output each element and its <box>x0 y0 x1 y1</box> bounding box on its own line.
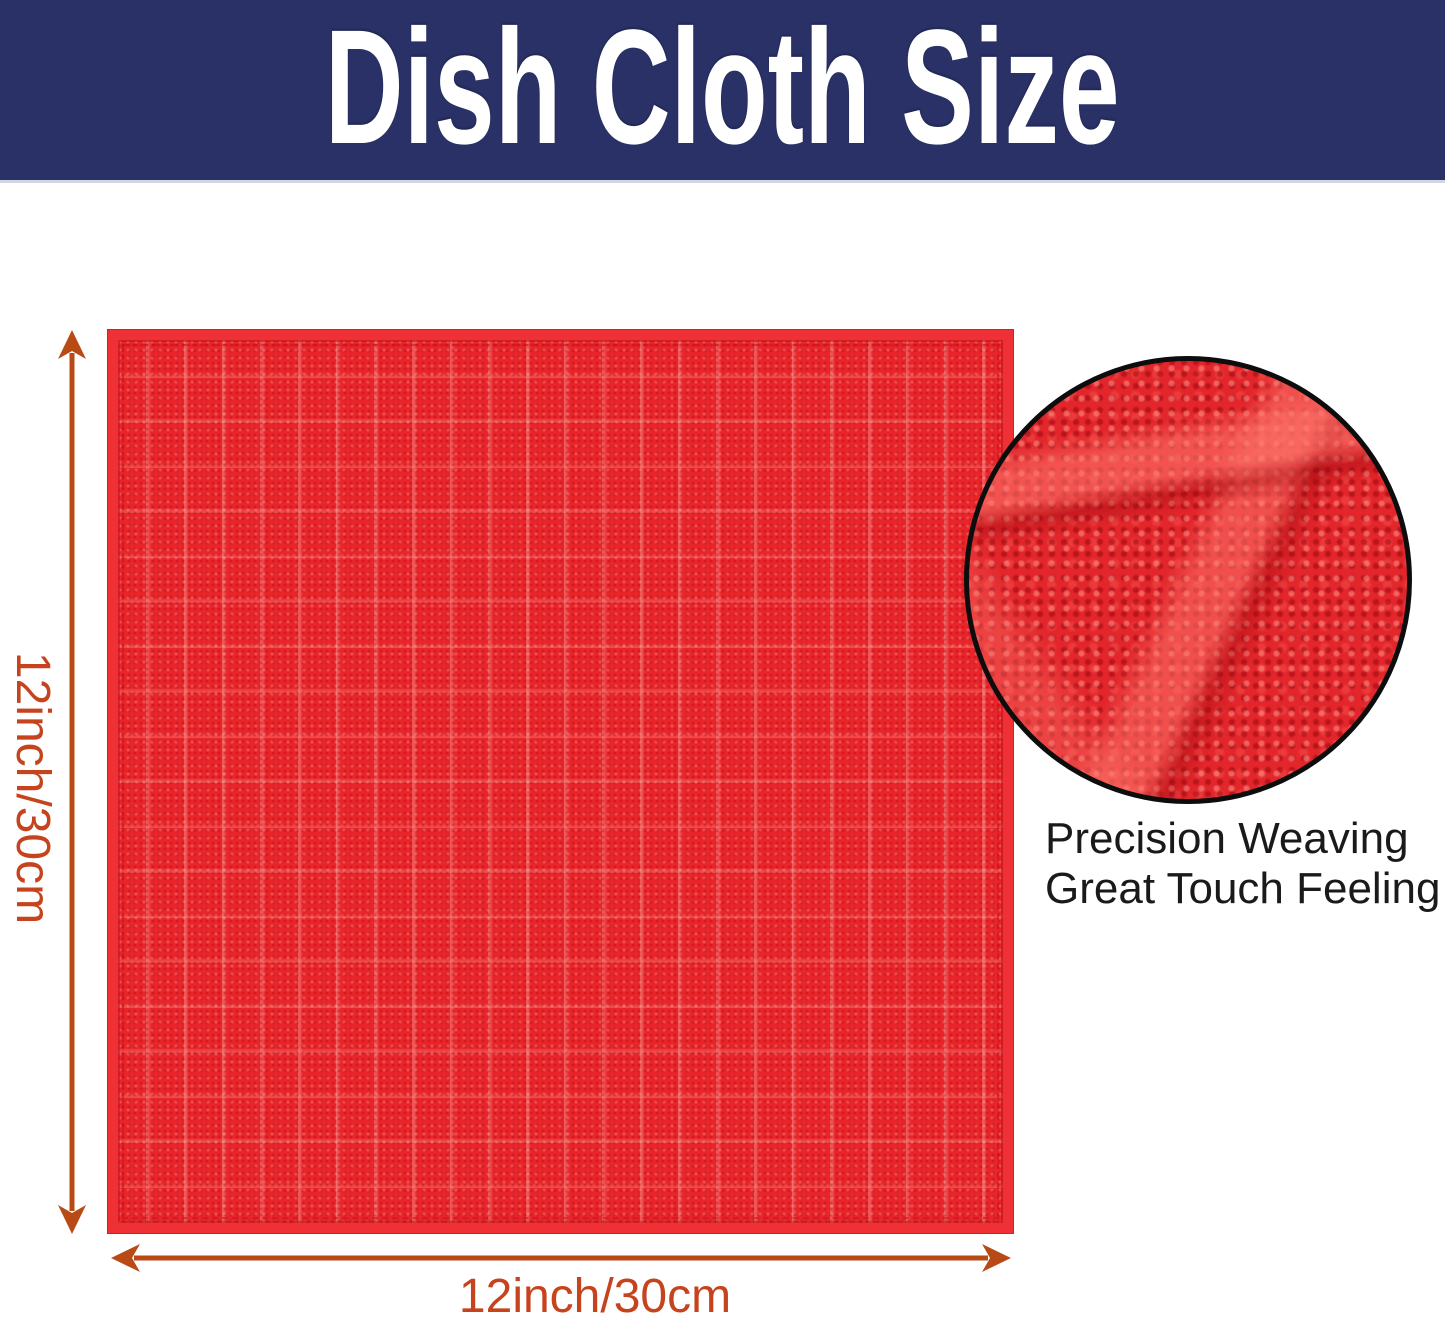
height-dimension-label: 12inch/30cm <box>6 651 60 925</box>
dish-cloth-image <box>108 330 1013 1233</box>
width-double-arrow-icon <box>111 1244 1011 1272</box>
caption-line-1: Precision Weaving <box>1045 814 1409 863</box>
caption-line-2: Great Touch Feeling <box>1045 864 1441 913</box>
width-dimension-label: 12inch/30cm <box>458 1270 732 1323</box>
detail-caption: Precision Weaving Great Touch Feeling <box>1045 814 1440 914</box>
fabric-detail-zoom-circle <box>964 356 1412 804</box>
cloth-stitch-border <box>122 344 999 1219</box>
height-double-arrow-icon <box>58 330 86 1234</box>
page-title: Dish Cloth Size <box>325 0 1120 178</box>
title-banner: Dish Cloth Size <box>0 0 1445 183</box>
